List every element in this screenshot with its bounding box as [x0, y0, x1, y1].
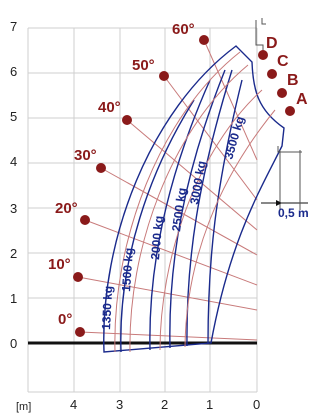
envelope-outline: [103, 45, 285, 353]
overhang-dimension-label: 0,5 m: [278, 206, 309, 220]
load-label-3000: 3000 kg: [187, 160, 208, 206]
load-curve-2000: [149, 79, 211, 351]
angle-label-50: 50°: [132, 57, 155, 74]
y-tick-3: 3: [10, 201, 17, 216]
x-axis: [m] 4 3 2 1 0: [16, 397, 260, 413]
boom-letter-d: D: [266, 35, 278, 52]
load-label-2500: 2500 kg: [169, 187, 189, 233]
load-curve-1500: [120, 99, 195, 353]
y-axis: 0 1 2 3 4 5 6 7: [10, 19, 17, 351]
grid: [27, 27, 258, 393]
boom-dot-a: [285, 106, 295, 116]
boom-dot-c: [267, 69, 277, 79]
y-tick-0: 0: [10, 336, 17, 351]
boom-dot-b: [277, 88, 287, 98]
extension-arcs: [114, 51, 276, 353]
load-curve-3500: [207, 79, 243, 345]
angle-label-20: 20°: [55, 200, 78, 217]
angle-dot-20: [80, 215, 90, 225]
x-tick-0: 0: [253, 397, 260, 412]
angle-markers: 0° 10° 20° 30° 40° 50° 60°: [48, 21, 209, 337]
angle-label-30: 30°: [74, 147, 97, 164]
x-axis-unit: [m]: [16, 401, 31, 413]
angle-dot-10: [73, 272, 83, 282]
angle-dot-30: [96, 163, 106, 173]
angle-label-10: 10°: [48, 256, 71, 273]
boom-extension-markers: D C B A: [258, 35, 308, 116]
boom-letter-a: A: [296, 91, 308, 108]
y-tick-4: 4: [10, 154, 17, 169]
overhang-dimension: 0,5 m: [261, 150, 309, 220]
load-label-1350: 1350 kg: [99, 285, 115, 330]
boom-dot-d: [258, 50, 268, 60]
angle-label-40: 40°: [98, 99, 121, 116]
load-curve-2500: [169, 69, 226, 349]
y-tick-1: 1: [10, 291, 17, 306]
angle-dot-60: [199, 35, 209, 45]
angle-dot-50: [159, 71, 169, 81]
angle-dot-40: [122, 115, 132, 125]
x-tick-1: 1: [206, 397, 213, 412]
angle-label-60: 60°: [172, 21, 195, 38]
x-tick-2: 2: [161, 397, 168, 412]
boom-letter-b: B: [287, 72, 299, 89]
boom-letter-c: C: [277, 53, 289, 70]
x-tick-4: 4: [70, 397, 77, 412]
angle-label-0: 0°: [58, 311, 72, 328]
load-label-1500: 1500 kg: [119, 247, 136, 292]
y-tick-7: 7: [10, 19, 17, 34]
y-tick-2: 2: [10, 246, 17, 261]
y-tick-5: 5: [10, 109, 17, 124]
x-tick-3: 3: [116, 397, 123, 412]
y-tick-6: 6: [10, 64, 17, 79]
load-label-2000: 2000 kg: [148, 215, 166, 260]
angle-dot-0: [75, 327, 85, 337]
